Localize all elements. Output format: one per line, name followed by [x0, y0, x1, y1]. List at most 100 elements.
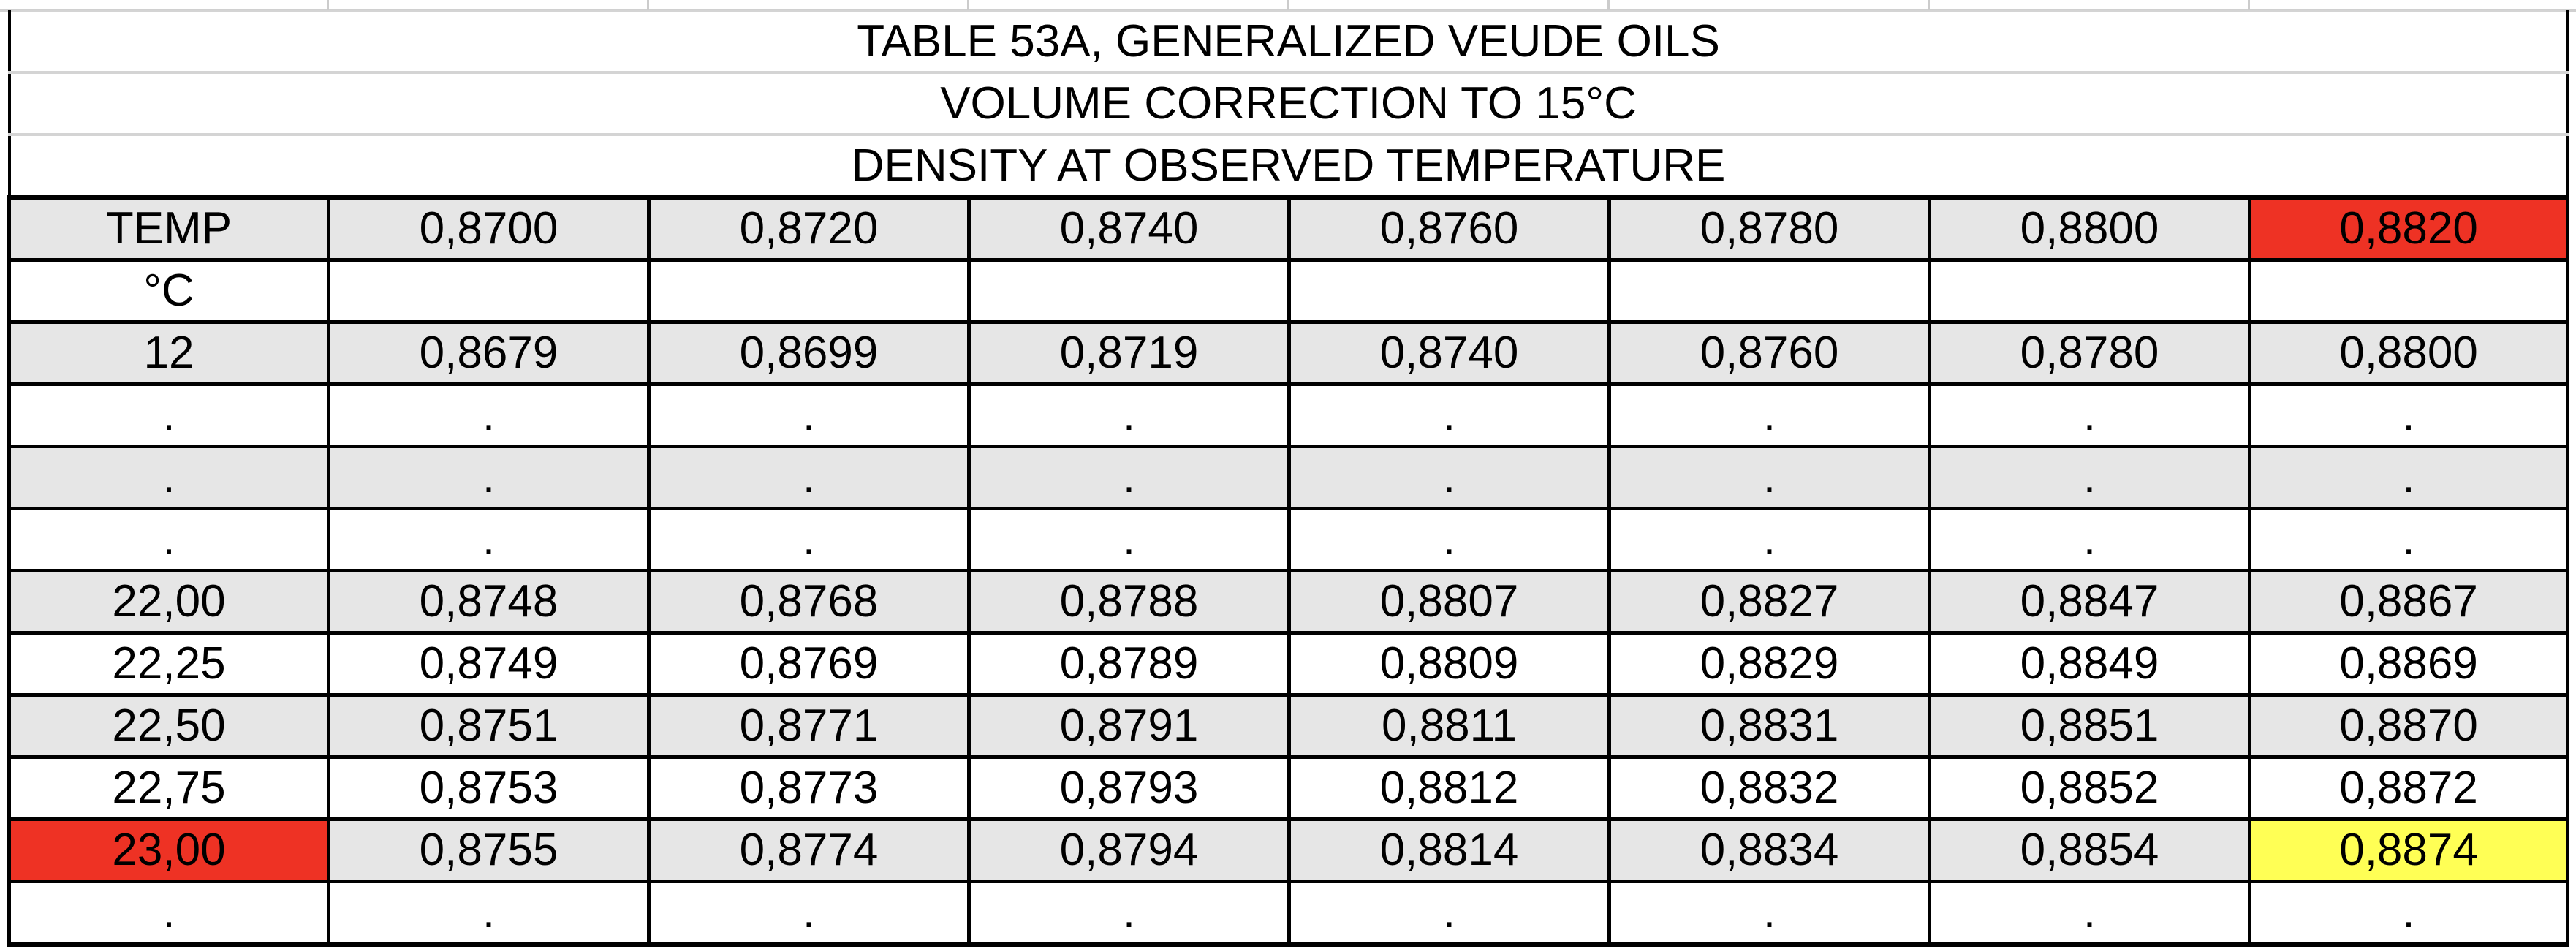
density-cell[interactable]: .	[967, 507, 1291, 572]
empty-cell[interactable]	[2247, 258, 2570, 324]
temp-cell[interactable]: 22,25	[7, 631, 330, 697]
density-cell[interactable]: 0,8811	[1287, 693, 1611, 759]
table-row: 23,00 0,8755 0,8774 0,8794 0,8814 0,8834 0,885…	[7, 817, 2570, 883]
density-header-cell[interactable]: 0,8720	[647, 195, 971, 262]
temp-cell[interactable]: .	[7, 507, 330, 572]
density-cell[interactable]: 0,8740	[1287, 320, 1611, 386]
density-cell[interactable]: 0,8780	[1928, 320, 2251, 386]
empty-cell[interactable]	[327, 258, 651, 324]
density-cell[interactable]: .	[2247, 880, 2570, 947]
density-cell[interactable]: 0,8874	[2247, 817, 2570, 883]
empty-cell[interactable]	[647, 258, 971, 324]
density-header-cell[interactable]: 0,8780	[1607, 195, 1931, 262]
density-cell[interactable]: 0,8751	[327, 693, 651, 759]
density-cell[interactable]: 0,8771	[647, 693, 971, 759]
density-cell[interactable]: 0,8791	[967, 693, 1291, 759]
density-cell[interactable]: 0,8851	[1928, 693, 2251, 759]
table-row: ........	[7, 445, 2570, 510]
density-cell[interactable]: 0,8749	[327, 631, 651, 697]
density-cell[interactable]: 0,8834	[1607, 817, 1931, 883]
volume-correction-table: TABLE 53A, GENERALIZED VEUDE OILS VOLUME…	[7, 10, 2570, 947]
density-cell[interactable]: 0,8849	[1928, 631, 2251, 697]
density-cell[interactable]: .	[967, 382, 1291, 448]
density-cell[interactable]: 0,8852	[1928, 755, 2251, 821]
density-cell[interactable]: .	[967, 880, 1291, 947]
temp-cell[interactable]: .	[7, 445, 330, 510]
density-cell[interactable]: .	[647, 382, 971, 448]
density-cell[interactable]: .	[2247, 382, 2570, 448]
density-cell[interactable]: 0,8827	[1607, 569, 1931, 635]
density-cell[interactable]: 0,8719	[967, 320, 1291, 386]
density-cell[interactable]: .	[1607, 507, 1931, 572]
density-cell[interactable]: .	[647, 880, 971, 947]
temp-cell[interactable]: 22,00	[7, 569, 330, 635]
density-cell[interactable]: 0,8867	[2247, 569, 2570, 635]
density-cell[interactable]: .	[1607, 445, 1931, 510]
density-cell[interactable]: 0,8679	[327, 320, 651, 386]
density-cell[interactable]: 0,8872	[2247, 755, 2570, 821]
density-header-cell[interactable]: 0,8760	[1287, 195, 1611, 262]
density-cell[interactable]: 0,8800	[2247, 320, 2570, 386]
density-cell[interactable]: 0,8699	[647, 320, 971, 386]
density-cell[interactable]: 0,8793	[967, 755, 1291, 821]
density-cell[interactable]: .	[1607, 880, 1931, 947]
density-cell[interactable]: 0,8831	[1607, 693, 1931, 759]
density-cell[interactable]: .	[327, 880, 651, 947]
density-cell[interactable]: 0,8760	[1607, 320, 1931, 386]
density-cell[interactable]: .	[327, 445, 651, 510]
density-cell[interactable]: 0,8869	[2247, 631, 2570, 697]
density-cell[interactable]: .	[1287, 880, 1611, 947]
density-cell[interactable]: .	[1287, 507, 1611, 572]
density-cell[interactable]: 0,8789	[967, 631, 1291, 697]
density-cell[interactable]: .	[967, 445, 1291, 510]
density-cell[interactable]: 0,8814	[1287, 817, 1611, 883]
density-cell[interactable]: 0,8753	[327, 755, 651, 821]
density-cell[interactable]: 0,8847	[1928, 569, 2251, 635]
temp-cell[interactable]: 22,50	[7, 693, 330, 759]
density-cell[interactable]: .	[1287, 382, 1611, 448]
density-cell[interactable]: .	[1928, 880, 2251, 947]
empty-cell[interactable]	[1607, 258, 1931, 324]
density-cell[interactable]: .	[1928, 507, 2251, 572]
density-cell[interactable]: 0,8809	[1287, 631, 1611, 697]
density-cell[interactable]: .	[647, 507, 971, 572]
density-cell[interactable]: 0,8755	[327, 817, 651, 883]
density-header-cell[interactable]: 0,8700	[327, 195, 651, 262]
density-header-cell[interactable]: 0,8740	[967, 195, 1291, 262]
density-cell[interactable]: 0,8854	[1928, 817, 2251, 883]
density-cell[interactable]: 0,8870	[2247, 693, 2570, 759]
density-cell[interactable]: 0,8768	[647, 569, 971, 635]
density-cell[interactable]: 0,8807	[1287, 569, 1611, 635]
density-cell[interactable]: 0,8794	[967, 817, 1291, 883]
density-cell[interactable]: .	[2247, 445, 2570, 510]
temp-cell[interactable]: .	[7, 880, 330, 947]
temp-unit-cell[interactable]: °C	[7, 258, 330, 324]
density-header-cell[interactable]: 0,8800	[1928, 195, 2251, 262]
density-cell[interactable]: .	[1287, 445, 1611, 510]
density-cell[interactable]: 0,8769	[647, 631, 971, 697]
density-cell[interactable]: .	[327, 507, 651, 572]
temp-cell[interactable]: 12	[7, 320, 330, 386]
density-cell[interactable]: 0,8832	[1607, 755, 1931, 821]
density-cell[interactable]: .	[647, 445, 971, 510]
density-cell[interactable]: .	[2247, 507, 2570, 572]
density-header-cell-selected[interactable]: 0,8820	[2247, 195, 2570, 262]
density-cell[interactable]: .	[1928, 445, 2251, 510]
density-cell[interactable]: 0,8812	[1287, 755, 1611, 821]
density-cell[interactable]: 0,8788	[967, 569, 1291, 635]
table-row: 22,75 0,8753 0,8773 0,8793 0,8812 0,8832 0,885…	[7, 755, 2570, 821]
empty-cell[interactable]	[967, 258, 1291, 324]
temp-cell[interactable]: .	[7, 382, 330, 448]
empty-cell[interactable]	[1928, 258, 2251, 324]
density-cell[interactable]: .	[327, 382, 651, 448]
density-cell[interactable]: .	[1928, 382, 2251, 448]
density-cell[interactable]: 0,8774	[647, 817, 971, 883]
density-cell[interactable]: 0,8829	[1607, 631, 1931, 697]
density-cell[interactable]: .	[1607, 382, 1931, 448]
empty-cell[interactable]	[1287, 258, 1611, 324]
temp-header[interactable]: TEMP	[7, 195, 330, 262]
density-cell[interactable]: 0,8773	[647, 755, 971, 821]
density-cell[interactable]: 0,8748	[327, 569, 651, 635]
temp-cell[interactable]: 22,75	[7, 755, 330, 821]
temp-cell[interactable]: 23,00	[7, 817, 330, 883]
